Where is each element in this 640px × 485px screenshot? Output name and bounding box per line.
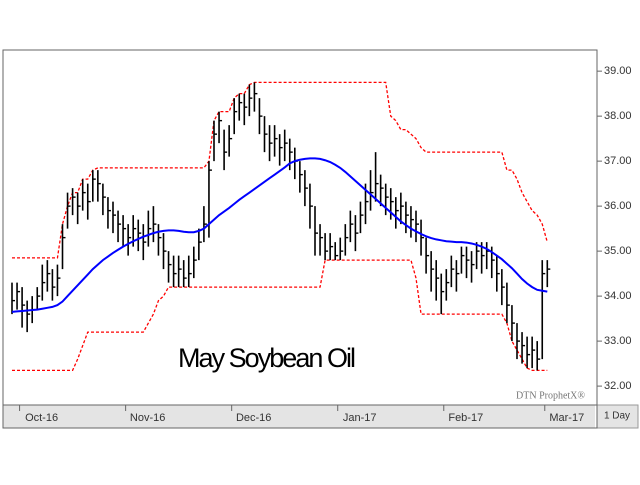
y-tick-label: 37.00 <box>604 155 632 167</box>
x-tick-label: Nov-16 <box>130 412 165 424</box>
x-tick-label: Dec-16 <box>236 412 271 424</box>
channel-lower <box>12 259 548 371</box>
y-tick-label: 38.00 <box>604 110 632 122</box>
y-tick-label: 34.00 <box>604 290 632 302</box>
interval-label: 1 Day <box>604 411 630 422</box>
x-axis-band <box>3 405 595 428</box>
channel-upper <box>12 81 548 259</box>
x-tick-label: Mar-17 <box>549 412 584 424</box>
y-tick-label: 32.00 <box>604 380 632 392</box>
y-tick-label: 36.00 <box>604 200 632 212</box>
moving-average <box>11 157 548 313</box>
x-tick-label: Oct-16 <box>25 412 58 424</box>
plot: 32.00 33.00 34.00 35.00 36.00 37.00 38.00 39.00… <box>11 65 632 424</box>
x-tick-label: Jan-17 <box>343 412 377 424</box>
x-tick-label: Feb-17 <box>448 412 483 424</box>
watermark: DTN ProphetX® <box>516 390 585 401</box>
plot-frame <box>2 49 598 429</box>
y-tick-label: 33.00 <box>604 335 632 347</box>
chart-title: May Soybean Oil <box>178 343 356 373</box>
y-tick-label: 39.00 <box>604 65 632 77</box>
y-tick-label: 35.00 <box>604 245 632 257</box>
